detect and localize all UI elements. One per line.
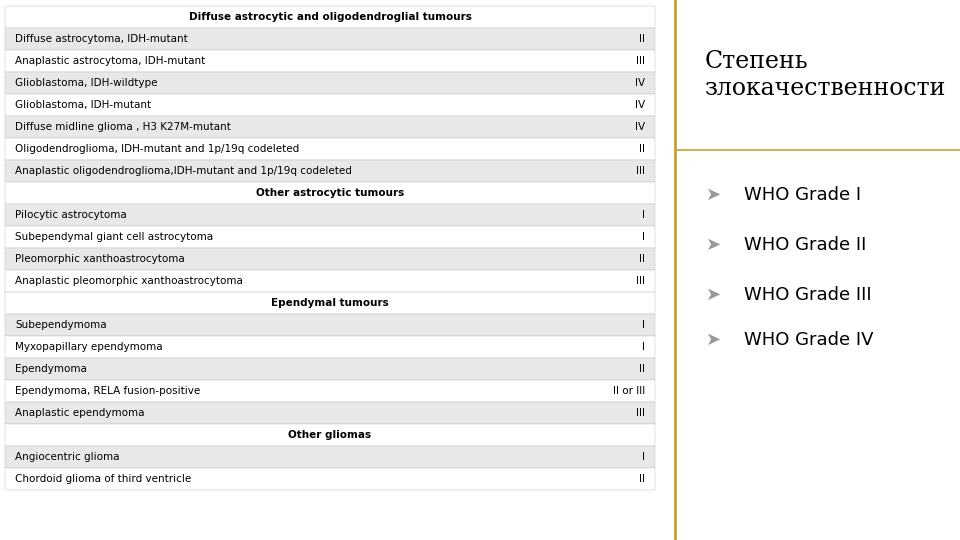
Bar bbox=[6, 116, 655, 138]
Bar bbox=[6, 94, 655, 116]
Text: ➤: ➤ bbox=[707, 331, 722, 349]
Text: Anaplastic pleomorphic xanthoastrocytoma: Anaplastic pleomorphic xanthoastrocytoma bbox=[15, 276, 243, 286]
Bar bbox=[6, 138, 655, 160]
Text: WHO Grade III: WHO Grade III bbox=[744, 286, 872, 304]
Text: III: III bbox=[636, 56, 645, 66]
Text: I: I bbox=[642, 342, 645, 352]
Text: Subependymoma: Subependymoma bbox=[15, 320, 107, 330]
Bar bbox=[6, 380, 655, 402]
Text: WHO Grade IV: WHO Grade IV bbox=[744, 331, 874, 349]
Text: II: II bbox=[638, 254, 645, 264]
Bar bbox=[6, 292, 655, 314]
Bar bbox=[6, 182, 655, 204]
Text: III: III bbox=[636, 408, 645, 418]
Text: I: I bbox=[642, 232, 645, 242]
Text: Ependymoma, RELA fusion-positive: Ependymoma, RELA fusion-positive bbox=[15, 386, 201, 396]
Text: Chordoid glioma of third ventricle: Chordoid glioma of third ventricle bbox=[15, 474, 191, 484]
Text: Ependymoma: Ependymoma bbox=[15, 364, 87, 374]
Bar bbox=[6, 50, 655, 72]
Text: Myxopapillary ependymoma: Myxopapillary ependymoma bbox=[15, 342, 163, 352]
Text: II: II bbox=[638, 364, 645, 374]
Text: IV: IV bbox=[635, 78, 645, 88]
Text: Diffuse astrocytoma, IDH-mutant: Diffuse astrocytoma, IDH-mutant bbox=[15, 34, 188, 44]
Bar bbox=[6, 424, 655, 446]
Bar bbox=[6, 248, 655, 270]
Bar bbox=[6, 446, 655, 468]
Text: Anaplastic ependymoma: Anaplastic ependymoma bbox=[15, 408, 145, 418]
Text: Glioblastoma, IDH-mutant: Glioblastoma, IDH-mutant bbox=[15, 100, 152, 110]
Bar bbox=[6, 6, 655, 28]
Text: Pilocytic astrocytoma: Pilocytic astrocytoma bbox=[15, 210, 127, 220]
Text: Anaplastic oligodendroglioma,IDH-mutant and 1p/19q codeleted: Anaplastic oligodendroglioma,IDH-mutant … bbox=[15, 166, 352, 176]
Text: Subependymal giant cell astrocytoma: Subependymal giant cell astrocytoma bbox=[15, 232, 213, 242]
Text: Oligodendroglioma, IDH-mutant and 1p/19q codeleted: Oligodendroglioma, IDH-mutant and 1p/19q… bbox=[15, 144, 300, 154]
Bar bbox=[6, 336, 655, 358]
Text: ➤: ➤ bbox=[707, 236, 722, 254]
Bar bbox=[6, 72, 655, 94]
Text: WHO Grade I: WHO Grade I bbox=[744, 186, 861, 204]
Bar bbox=[6, 204, 655, 226]
Text: Степень
злокачественности: Степень злокачественности bbox=[705, 50, 947, 99]
Text: Diffuse astrocytic and oligodendroglial tumours: Diffuse astrocytic and oligodendroglial … bbox=[188, 12, 471, 22]
Bar bbox=[6, 270, 655, 292]
Text: IV: IV bbox=[635, 100, 645, 110]
Text: Other astrocytic tumours: Other astrocytic tumours bbox=[256, 188, 404, 198]
Text: ➤: ➤ bbox=[707, 286, 722, 304]
Text: II: II bbox=[638, 144, 645, 154]
Text: Pleomorphic xanthoastrocytoma: Pleomorphic xanthoastrocytoma bbox=[15, 254, 185, 264]
Bar bbox=[6, 358, 655, 380]
Text: Diffuse midline glioma , H3 K27M-mutant: Diffuse midline glioma , H3 K27M-mutant bbox=[15, 122, 231, 132]
Text: Anaplastic astrocytoma, IDH-mutant: Anaplastic astrocytoma, IDH-mutant bbox=[15, 56, 205, 66]
Bar bbox=[6, 402, 655, 424]
Text: I: I bbox=[642, 320, 645, 330]
Text: III: III bbox=[636, 166, 645, 176]
Text: II or III: II or III bbox=[612, 386, 645, 396]
Bar bbox=[6, 468, 655, 490]
Text: II: II bbox=[638, 34, 645, 44]
Text: I: I bbox=[642, 452, 645, 462]
Bar bbox=[6, 160, 655, 182]
Text: ➤: ➤ bbox=[707, 186, 722, 204]
Text: Other gliomas: Other gliomas bbox=[288, 430, 372, 440]
Text: IV: IV bbox=[635, 122, 645, 132]
Bar bbox=[6, 314, 655, 336]
Text: Ependymal tumours: Ependymal tumours bbox=[271, 298, 389, 308]
Text: WHO Grade II: WHO Grade II bbox=[744, 236, 866, 254]
Text: II: II bbox=[638, 474, 645, 484]
Text: Angiocentric glioma: Angiocentric glioma bbox=[15, 452, 120, 462]
Text: I: I bbox=[642, 210, 645, 220]
Bar bbox=[6, 28, 655, 50]
Text: III: III bbox=[636, 276, 645, 286]
Text: Glioblastoma, IDH-wildtype: Glioblastoma, IDH-wildtype bbox=[15, 78, 157, 88]
Bar bbox=[6, 226, 655, 248]
